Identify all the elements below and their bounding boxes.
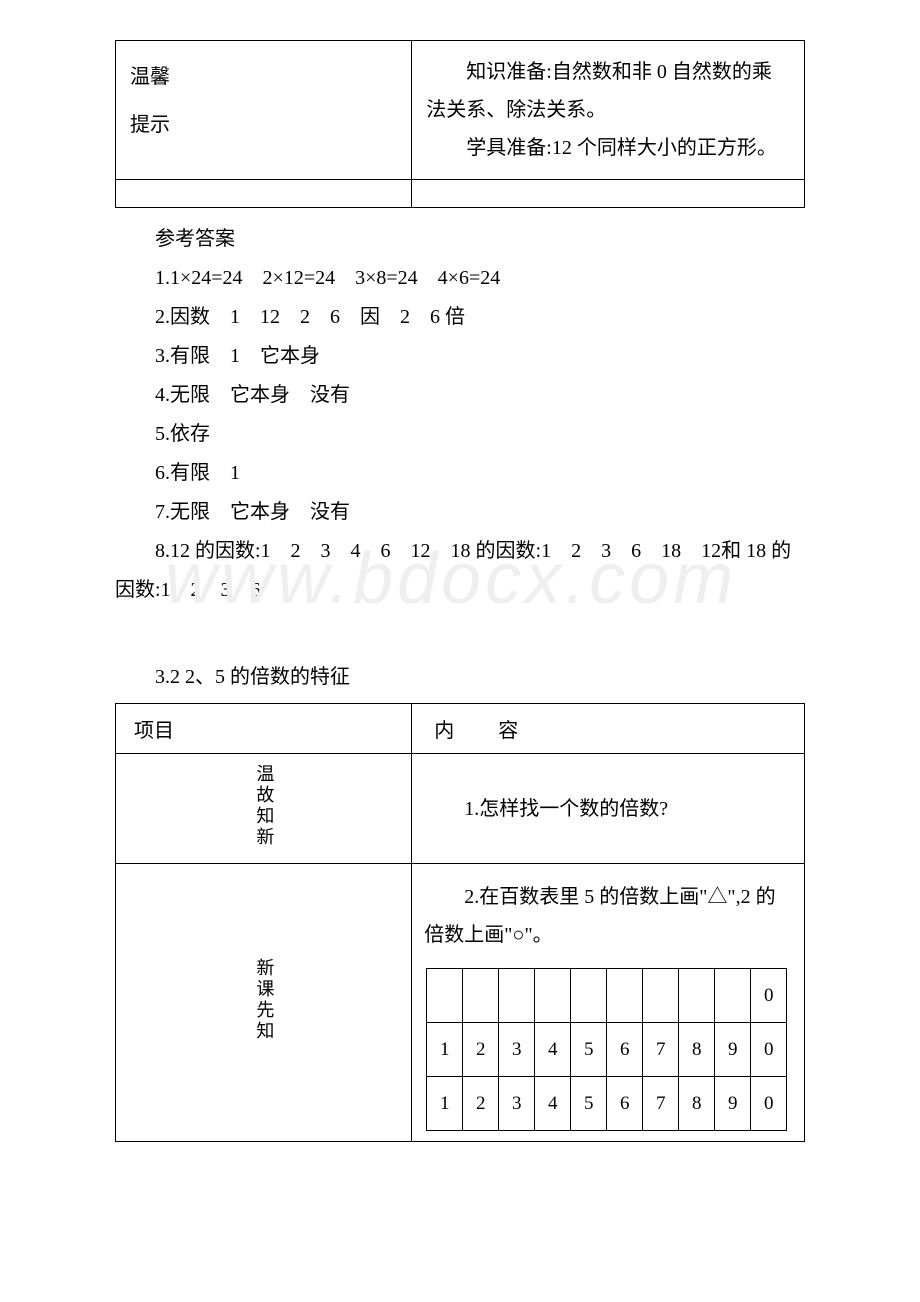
answer-line-7: 7.无限 它本身 没有 (115, 493, 805, 532)
hundred-cell: 0 (751, 969, 787, 1023)
answers-block: www.bdocx.com 参考答案 1.1×24=24 2×12=24 3×8… (115, 220, 805, 610)
hundred-cell: 6 (607, 1023, 643, 1077)
hundred-cell: 9 (715, 1077, 751, 1131)
question-2-instr: 2.在百数表里 5 的倍数上画"△",2 的倍数上画"○"。 (424, 878, 792, 954)
hundred-cell: 7 (643, 1077, 679, 1131)
lesson-header-right: 内 容 (412, 704, 805, 754)
hundred-cell (427, 969, 463, 1023)
tip-empty-right (412, 180, 805, 208)
hundred-cell: 6 (607, 1077, 643, 1131)
answer-line-1: 1.1×24=24 2×12=24 3×8=24 4×6=24 (115, 259, 805, 298)
hundred-cell: 2 (463, 1077, 499, 1131)
answer-line-6: 6.有限 1 (115, 454, 805, 493)
tip-right-cell: 知识准备:自然数和非 0 自然数的乘法关系、除法关系。 学具准备:12 个同样大… (412, 41, 805, 180)
answer-line-2: 2.因数 1 12 2 6 因 2 6 倍 (115, 298, 805, 337)
vtext-review: 温故知新 (253, 764, 275, 848)
lesson-row1-right: 1.怎样找一个数的倍数? (412, 754, 805, 864)
tip-text-line2: 学具准备:12 个同样大小的正方形。 (426, 129, 790, 167)
answer-line-3: 3.有限 1 它本身 (115, 337, 805, 376)
tip-table: 温馨 提示 知识准备:自然数和非 0 自然数的乘法关系、除法关系。 学具准备:1… (115, 40, 805, 208)
lesson-row2-left: 新课先知 (116, 864, 412, 1142)
hundred-cell: 0 (751, 1077, 787, 1131)
hundred-cell (499, 969, 535, 1023)
lesson-header-left: 项目 (116, 704, 412, 754)
hundred-cell (463, 969, 499, 1023)
hundred-chart: 0 1234567890 1234567890 (426, 968, 787, 1131)
hundred-cell: 4 (535, 1077, 571, 1131)
tip-text-line1: 知识准备:自然数和非 0 自然数的乘法关系、除法关系。 (426, 53, 790, 129)
hundred-cell: 5 (571, 1023, 607, 1077)
hundred-cell (679, 969, 715, 1023)
tip-label-line2: 提示 (130, 101, 397, 149)
question-1: 1.怎样找一个数的倍数? (424, 790, 792, 828)
hundred-cell (571, 969, 607, 1023)
hundred-cell: 7 (643, 1023, 679, 1077)
hundred-cell: 3 (499, 1077, 535, 1131)
hundred-cell: 9 (715, 1023, 751, 1077)
answer-line-8: 8.12 的因数:1 2 3 4 6 12 18 的因数:1 2 3 6 18 … (115, 532, 805, 610)
hundred-cell (535, 969, 571, 1023)
hundred-cell: 8 (679, 1023, 715, 1077)
hundred-cell (607, 969, 643, 1023)
hundred-cell (715, 969, 751, 1023)
hundred-cell: 1 (427, 1077, 463, 1131)
answer-line-4: 4.无限 它本身 没有 (115, 376, 805, 415)
hundred-cell: 8 (679, 1077, 715, 1131)
lesson-row2-right: 2.在百数表里 5 的倍数上画"△",2 的倍数上画"○"。 0 12345678… (412, 864, 805, 1142)
hundred-cell: 0 (751, 1023, 787, 1077)
tip-empty-left (116, 180, 412, 208)
vtext-newlesson: 新课先知 (253, 958, 275, 1042)
hundred-cell: 4 (535, 1023, 571, 1077)
hundred-cell (643, 969, 679, 1023)
hundred-cell: 5 (571, 1077, 607, 1131)
lesson-row1-left: 温故知新 (116, 754, 412, 864)
tip-label-line1: 温馨 (130, 53, 397, 101)
hundred-cell: 2 (463, 1023, 499, 1077)
tip-left-cell: 温馨 提示 (116, 41, 412, 180)
section-title: 3.2 2、5 的倍数的特征 (115, 660, 805, 689)
answer-line-5: 5.依存 (115, 415, 805, 454)
lesson-table: 项目 内 容 温故知新 1.怎样找一个数的倍数? 新课先知 (115, 703, 805, 1142)
hundred-cell: 1 (427, 1023, 463, 1077)
answers-heading: 参考答案 (115, 220, 805, 259)
hundred-cell: 3 (499, 1023, 535, 1077)
